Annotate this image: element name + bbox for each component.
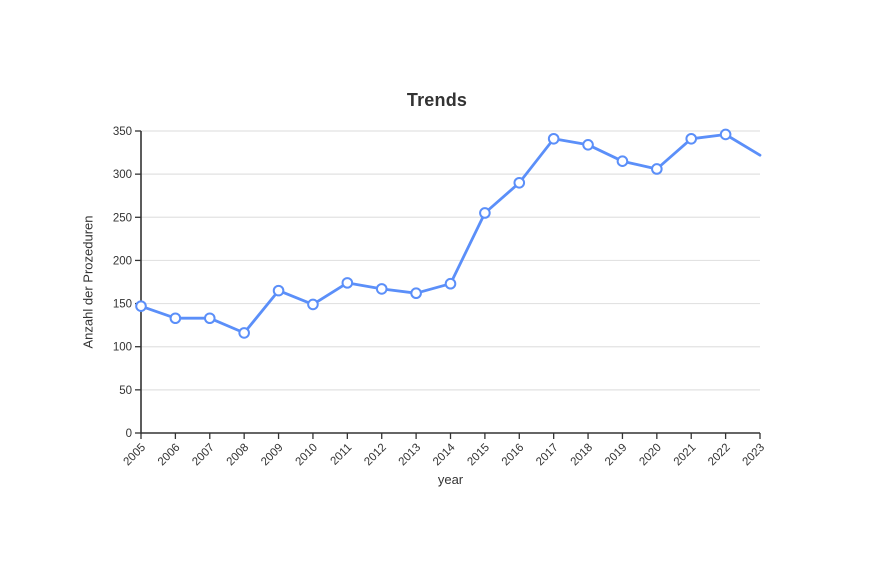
x-tick-label: 2019 — [603, 442, 630, 469]
x-tick-label: 2023 — [741, 442, 768, 469]
x-tick-label: 2011 — [328, 442, 354, 468]
x-tick-label: 2012 — [362, 442, 389, 469]
y-tick-label: 200 — [113, 255, 132, 267]
data-point-marker — [513, 176, 526, 189]
data-point-marker — [169, 312, 182, 325]
chart-title: Trends — [406, 90, 468, 110]
x-tick-label: 2020 — [637, 442, 664, 469]
y-tick-label: 150 — [113, 299, 132, 311]
y-tick-label: 50 — [119, 385, 132, 397]
x-tick-label: 2007 — [190, 442, 217, 469]
data-point-marker — [479, 207, 491, 219]
data-point-marker — [341, 277, 354, 289]
x-tick-label: 2013 — [397, 442, 424, 469]
x-tick-label: 2008 — [225, 442, 252, 469]
data-point-marker — [685, 132, 698, 145]
y-tick-label: 300 — [113, 169, 132, 181]
data-point-marker — [444, 277, 457, 290]
x-tick-label: 2017 — [534, 442, 561, 469]
y-tick-label: 250 — [113, 212, 132, 224]
data-point-marker — [582, 139, 594, 151]
y-tick-label: 350 — [113, 126, 132, 138]
x-axis-title: year — [437, 472, 464, 487]
x-tick-label: 2009 — [259, 442, 286, 469]
x-tick-label: 2022 — [706, 442, 733, 469]
data-point-marker — [272, 284, 285, 297]
data-point-marker — [719, 128, 732, 141]
x-tick-label: 2014 — [431, 441, 458, 468]
x-tick-label: 2006 — [156, 442, 183, 469]
x-tick-label: 2015 — [465, 442, 492, 469]
x-tick-label: 2021 — [672, 442, 699, 469]
data-point-marker — [616, 155, 629, 167]
y-tick-label: 100 — [113, 342, 132, 354]
data-point-marker — [135, 300, 147, 312]
x-tick-label: 2018 — [569, 442, 596, 469]
data-point-marker — [651, 163, 663, 175]
y-tick-label: 0 — [126, 428, 132, 440]
x-tick-label: 2016 — [500, 442, 527, 469]
y-axis-title: Anzahl der Prozeduren — [80, 215, 96, 349]
data-point-marker — [307, 298, 319, 311]
data-point-marker — [547, 132, 560, 145]
data-point-marker — [410, 287, 422, 300]
data-point-marker — [375, 283, 388, 295]
data-point-marker — [238, 327, 250, 339]
x-tick-label: 2010 — [293, 442, 320, 469]
x-tick-label: 2005 — [122, 442, 149, 469]
data-point-marker — [203, 312, 216, 325]
